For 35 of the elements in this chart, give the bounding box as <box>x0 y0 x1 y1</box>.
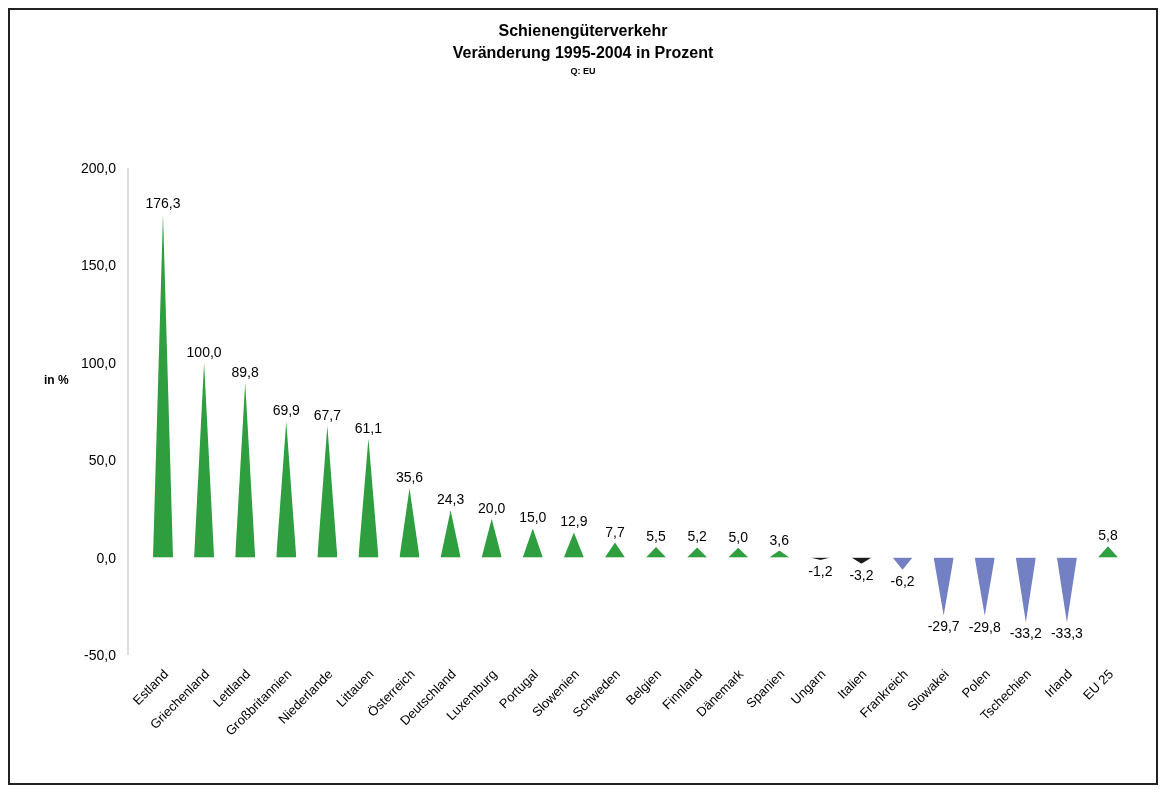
y-axis-title: in % <box>44 372 69 387</box>
data-label: 7,7 <box>605 523 625 540</box>
data-label: 12,9 <box>560 513 588 530</box>
x-tick-label: EU 25 <box>1079 666 1117 703</box>
data-label: 67,7 <box>313 406 342 423</box>
chart-subtitle: Veränderung 1995-2004 in Prozent <box>452 44 714 61</box>
data-label: 20,0 <box>478 499 506 516</box>
data-label: -33,3 <box>1050 625 1084 642</box>
data-label: 24,3 <box>436 491 465 508</box>
y-tick-label: -50,0 <box>84 646 117 663</box>
data-label: 15,0 <box>519 509 547 526</box>
data-label: 61,1 <box>354 419 383 436</box>
data-label: 5,8 <box>1098 527 1118 544</box>
data-label: -6,2 <box>890 572 915 589</box>
data-label: 89,8 <box>231 363 260 380</box>
y-tick-label: 50,0 <box>88 452 117 469</box>
data-label: -29,8 <box>968 618 1001 635</box>
data-label: 69,9 <box>272 402 301 419</box>
data-label: 100,0 <box>186 343 222 360</box>
data-label: 176,3 <box>145 195 181 212</box>
data-label: 5,2 <box>687 528 708 545</box>
text: Q: EU <box>570 66 596 76</box>
data-label: 35,6 <box>395 469 424 486</box>
data-label: 5,5 <box>646 527 666 544</box>
y-tick-label: 0,0 <box>96 549 117 566</box>
y-tick-label: 150,0 <box>80 257 117 274</box>
data-label: -29,7 <box>927 618 960 635</box>
data-label: -1,2 <box>808 562 833 579</box>
chart-title: Schienengüterverkehr <box>498 22 668 39</box>
data-label: 5,0 <box>728 528 749 545</box>
data-label: -33,2 <box>1009 625 1042 642</box>
y-tick-label: 200,0 <box>80 159 117 176</box>
data-label: 3,6 <box>769 531 790 548</box>
data-label: -3,2 <box>849 566 874 583</box>
y-tick-label: 100,0 <box>80 354 117 371</box>
